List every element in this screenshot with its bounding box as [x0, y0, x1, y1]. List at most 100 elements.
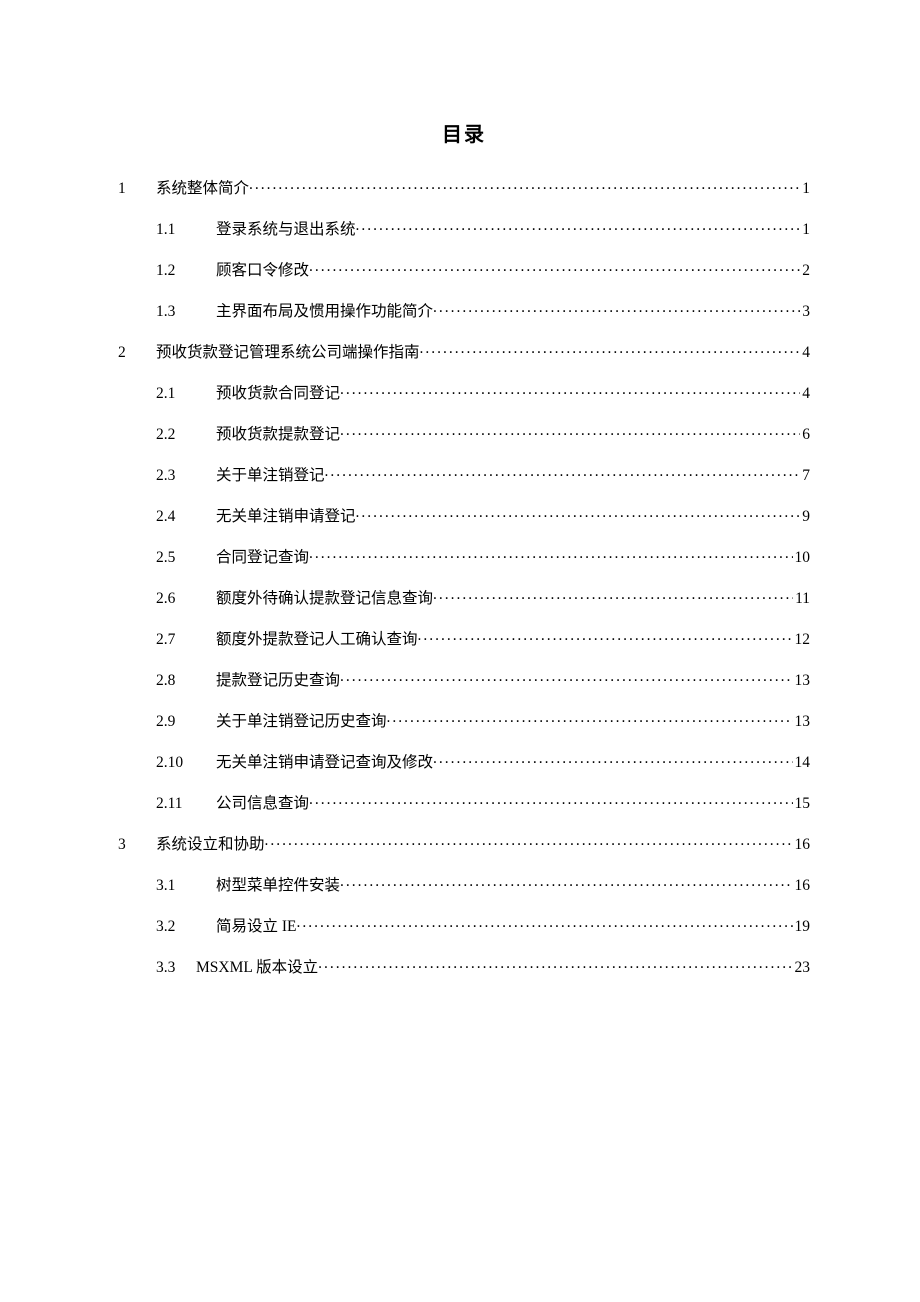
toc-entry-number: 2.4: [156, 509, 216, 525]
toc-entry-page: 4: [800, 345, 810, 361]
toc-entry: 2预收货款登记管理系统公司端操作指南 4: [118, 341, 810, 360]
toc-entry-number: 1.2: [156, 263, 216, 279]
toc-leader-dots: [309, 546, 792, 562]
toc-entry-page: 15: [793, 796, 811, 812]
toc-entry: 1.1登录系统与退出系统 1: [118, 218, 810, 237]
toc-entry-title: MSXML 版本设立: [196, 960, 318, 976]
toc-leader-dots: [340, 423, 800, 439]
toc-entry: 2.1预收货款合同登记 4: [118, 382, 810, 401]
toc-entry-title: 简易设立 IE: [216, 919, 297, 935]
toc-leader-dots: [325, 464, 801, 480]
toc-entry-title: 合同登记查询: [216, 550, 309, 566]
toc-entry-title: 预收货款提款登记: [216, 427, 340, 443]
toc-leader-dots: [309, 792, 792, 808]
toc-entry-number: 1: [118, 181, 156, 197]
toc-leader-dots: [340, 669, 792, 685]
toc-entry-title: 无关单注销申请登记查询及修改: [216, 755, 433, 771]
toc-entry-page: 3: [800, 304, 810, 320]
toc-leader-dots: [433, 751, 792, 767]
toc-entry-number: 2.1: [156, 386, 216, 402]
toc-entry-title: 系统设立和协助: [156, 837, 265, 853]
toc-entry-page: 23: [793, 960, 811, 976]
toc-entry-number: 3.3: [156, 960, 196, 976]
toc-leader-dots: [297, 915, 793, 931]
toc-entry-title: 关于单注销登记: [216, 468, 325, 484]
toc-entry-page: 7: [800, 468, 810, 484]
toc-entry: 2.4无关单注销申请登记 9: [118, 505, 810, 524]
toc-entry-number: 3.2: [156, 919, 216, 935]
toc-entry-title: 额度外待确认提款登记信息查询: [216, 591, 433, 607]
toc-entry-page: 14: [793, 755, 811, 771]
toc-entry: 2.3关于单注销登记 7: [118, 464, 810, 483]
toc-entry-page: 12: [793, 632, 811, 648]
toc-entry-page: 19: [793, 919, 811, 935]
toc-leader-dots: [318, 956, 792, 972]
toc-entry-page: 9: [800, 509, 810, 525]
toc-entry: 1.2顾客口令修改 2: [118, 259, 810, 278]
toc-entry-page: 2: [800, 263, 810, 279]
toc-entry-number: 2.10: [156, 755, 216, 771]
toc-entry: 3.1树型菜单控件安装 16: [118, 874, 810, 893]
toc-entry-title: 系统整体简介: [156, 181, 249, 197]
toc-entry-title: 公司信息查询: [216, 796, 309, 812]
toc-entry: 3.3MSXML 版本设立 23: [118, 956, 810, 975]
toc-entry-page: 11: [793, 591, 810, 607]
toc-entry-number: 3: [118, 837, 156, 853]
toc-entry-page: 1: [800, 181, 810, 197]
toc-entry-page: 4: [800, 386, 810, 402]
toc-entry: 1.3主界面布局及惯用操作功能简介 3: [118, 300, 810, 319]
toc-entry-title: 顾客口令修改: [216, 263, 309, 279]
toc-leader-dots: [418, 628, 793, 644]
toc-leader-dots: [309, 259, 800, 275]
toc-entry-number: 2.2: [156, 427, 216, 443]
toc-entry-number: 1.3: [156, 304, 216, 320]
toc-entry-number: 2.6: [156, 591, 216, 607]
toc-entry-title: 额度外提款登记人工确认查询: [216, 632, 418, 648]
toc-entry: 2.2预收货款提款登记 6: [118, 423, 810, 442]
toc-entry-page: 10: [793, 550, 811, 566]
toc-entry-page: 13: [793, 714, 811, 730]
toc-leader-dots: [433, 587, 793, 603]
toc-entry-page: 1: [800, 222, 810, 238]
toc-entry-title: 主界面布局及惯用操作功能简介: [216, 304, 433, 320]
toc-leader-dots: [340, 382, 800, 398]
toc-entry-number: 2: [118, 345, 156, 361]
toc-entry-page: 16: [793, 878, 811, 894]
toc-leader-dots: [420, 341, 801, 357]
toc-entry: 2.6额度外待确认提款登记信息查询 11: [118, 587, 810, 606]
toc-leader-dots: [249, 177, 800, 193]
toc-entry: 2.9关于单注销登记历史查询 13: [118, 710, 810, 729]
toc-leader-dots: [340, 874, 792, 890]
toc-entry-title: 提款登记历史查询: [216, 673, 340, 689]
toc-entry-title: 预收货款合同登记: [216, 386, 340, 402]
toc-entry: 2.7额度外提款登记人工确认查询 12: [118, 628, 810, 647]
toc-entry: 2.10无关单注销申请登记查询及修改 14: [118, 751, 810, 770]
document-page: 目录 1系统整体简介11.1登录系统与退出系统11.2顾客口令修改21.3主界面…: [0, 0, 920, 1302]
toc-leader-dots: [433, 300, 800, 316]
toc-entry-title: 关于单注销登记历史查询: [216, 714, 387, 730]
toc-leader-dots: [387, 710, 793, 726]
toc-entry-number: 3.1: [156, 878, 216, 894]
toc-entry-page: 6: [800, 427, 810, 443]
toc-leader-dots: [265, 833, 793, 849]
toc-entry: 3系统设立和协助 16: [118, 833, 810, 852]
toc-entry-page: 13: [793, 673, 811, 689]
toc-entry-title: 登录系统与退出系统: [216, 222, 356, 238]
toc-entry-number: 2.9: [156, 714, 216, 730]
toc-entry-page: 16: [793, 837, 811, 853]
toc-entry-number: 2.3: [156, 468, 216, 484]
toc-entry-title: 无关单注销申请登记: [216, 509, 356, 525]
toc-entry: 2.5合同登记查询 10: [118, 546, 810, 565]
toc-entry-title: 预收货款登记管理系统公司端操作指南: [156, 345, 420, 361]
toc-leader-dots: [356, 505, 801, 521]
toc-entry-number: 2.5: [156, 550, 216, 566]
toc-entry: 2.11公司信息查询 15: [118, 792, 810, 811]
toc-list: 1系统整体简介11.1登录系统与退出系统11.2顾客口令修改21.3主界面布局及…: [118, 177, 810, 975]
toc-entry: 3.2简易设立 IE 19: [118, 915, 810, 934]
toc-entry-number: 2.11: [156, 796, 216, 812]
toc-entry-title: 树型菜单控件安装: [216, 878, 340, 894]
toc-entry-number: 2.7: [156, 632, 216, 648]
toc-title: 目录: [118, 118, 810, 147]
toc-entry-number: 1.1: [156, 222, 216, 238]
toc-entry-number: 2.8: [156, 673, 216, 689]
